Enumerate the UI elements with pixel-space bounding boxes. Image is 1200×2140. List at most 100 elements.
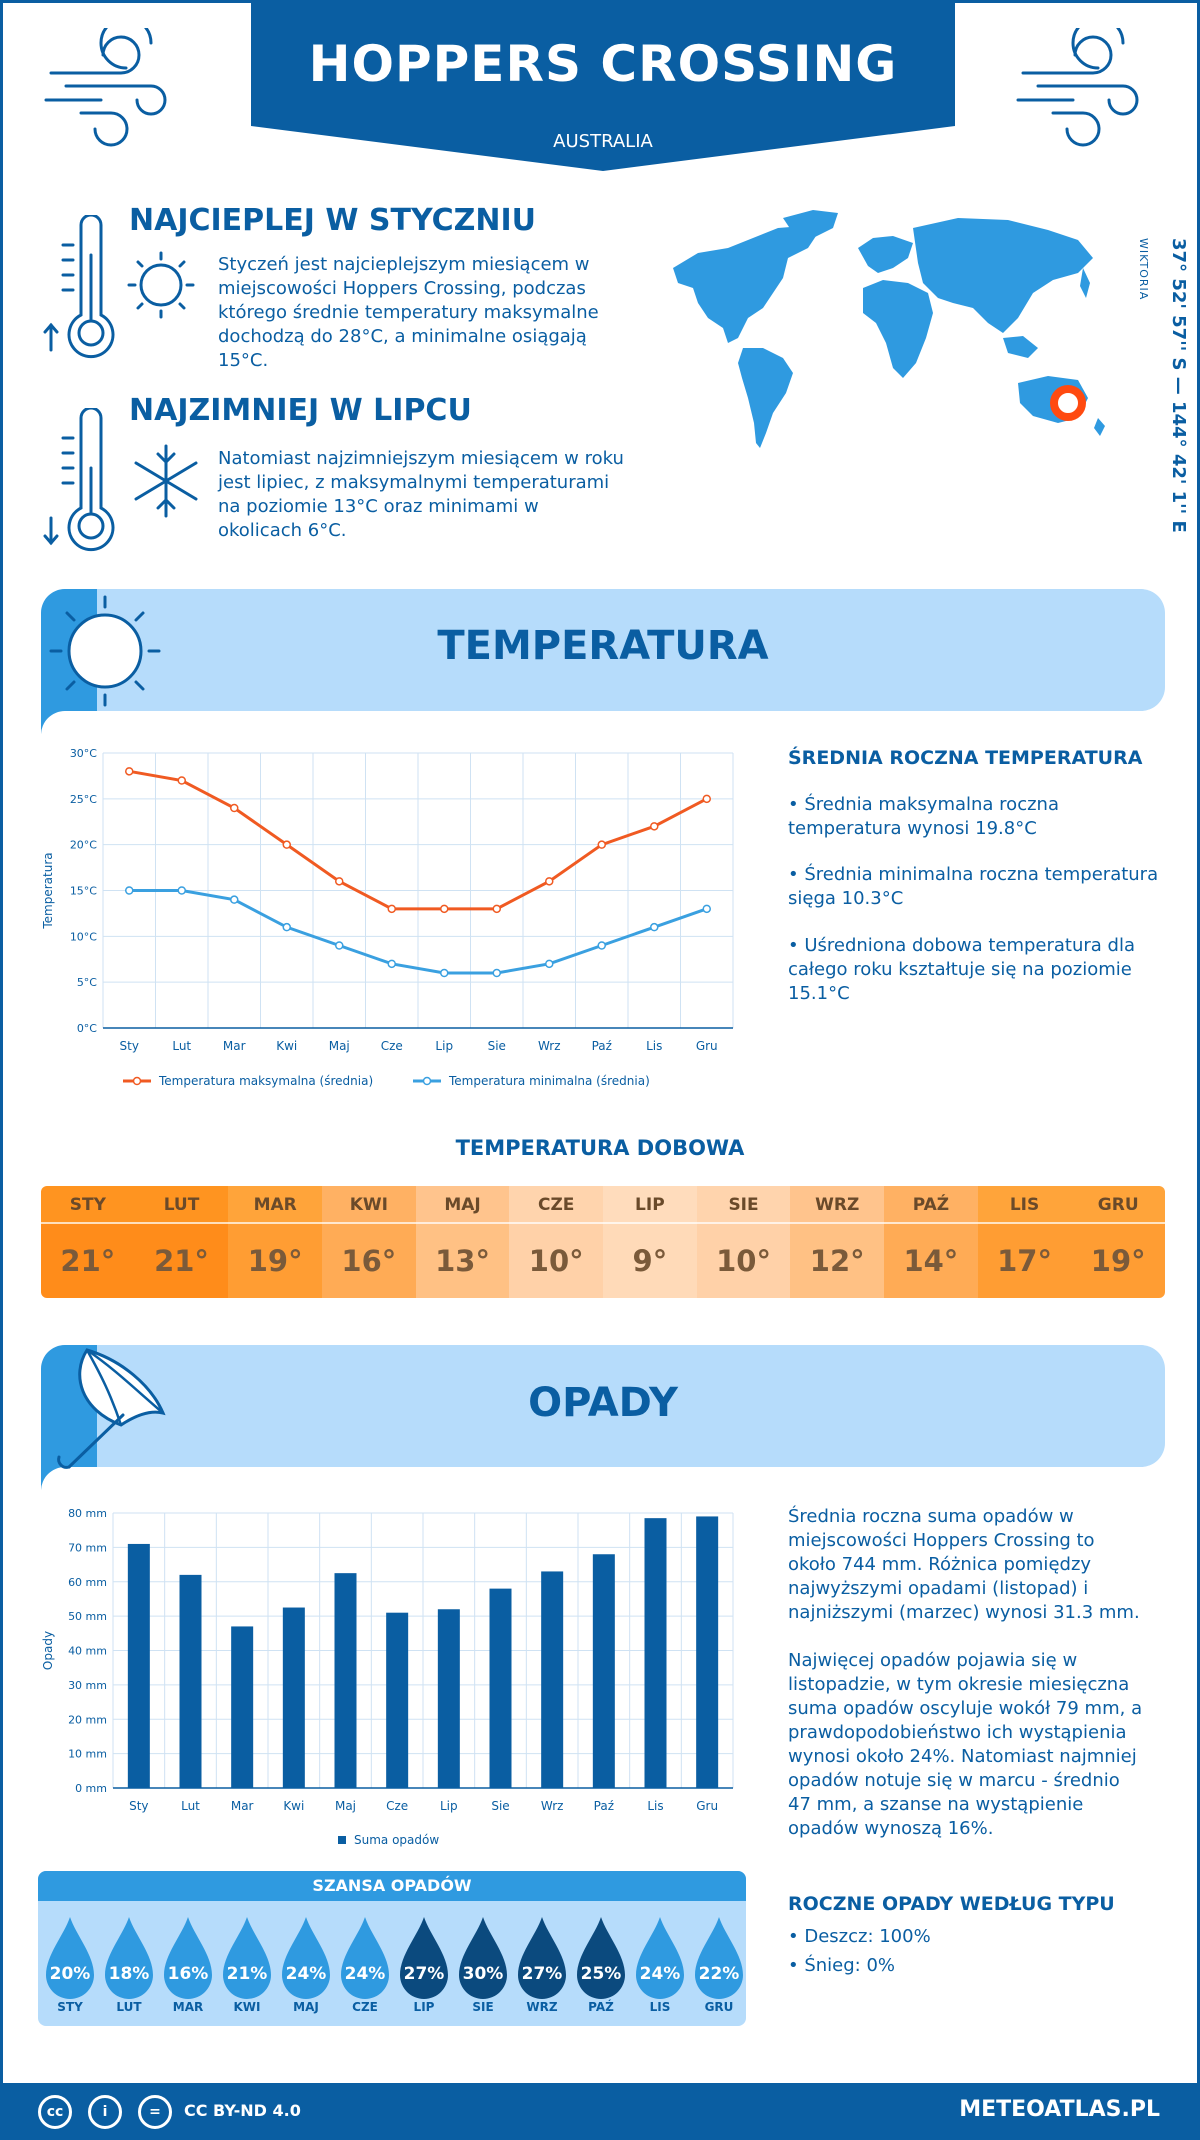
precip-summary: Średnia roczna suma opadów w miejscowośc… bbox=[788, 1506, 1140, 1623]
raindrop-icon bbox=[282, 1917, 330, 1999]
y-axis-label: Opady bbox=[41, 1631, 55, 1670]
precip-bar bbox=[592, 1554, 615, 1788]
no-derivatives-icon: = bbox=[138, 2095, 172, 2129]
data-point bbox=[597, 941, 606, 950]
precip-type-snow: • Śnieg: 0% bbox=[788, 1955, 896, 1976]
x-tick-label: Wrz bbox=[538, 1039, 561, 1053]
y-tick-label: 0°C bbox=[77, 1022, 97, 1035]
region-label: WIKTORIA bbox=[1137, 238, 1150, 301]
daily-temp-month: MAR bbox=[228, 1186, 323, 1224]
precip-type-title: ROCZNE OPADY WEDŁUG TYPU bbox=[788, 1893, 1115, 1915]
daily-temp-cell: LUT 21° bbox=[134, 1186, 229, 1298]
x-tick-label: Mar bbox=[223, 1039, 246, 1053]
precip-band bbox=[41, 1345, 1165, 1467]
precip-chance-value: 20% bbox=[49, 1964, 91, 1984]
series-line bbox=[128, 769, 708, 911]
y-tick-label: 10 mm bbox=[68, 1748, 107, 1761]
raindrop-icon bbox=[459, 1917, 507, 1999]
daily-temp-value: 17° bbox=[977, 1224, 1072, 1298]
y-tick-label: 20 mm bbox=[68, 1713, 107, 1726]
x-tick-label: Paź bbox=[592, 1039, 612, 1053]
data-point bbox=[125, 767, 134, 776]
daily-temp-cell: MAJ 13° bbox=[415, 1186, 510, 1298]
footer: cc i = CC BY-ND 4.0 METEOATLAS.PL bbox=[0, 2083, 1200, 2140]
data-point bbox=[650, 922, 659, 932]
daily-temp-month: LIP bbox=[603, 1186, 697, 1224]
y-tick-label: 20°C bbox=[70, 839, 97, 852]
precip-bar bbox=[334, 1573, 357, 1788]
y-tick-label: 15°C bbox=[70, 885, 97, 898]
annual-avg-bullet: • Uśredniona dobowa temperatura dla całe… bbox=[788, 935, 1136, 1004]
data-point bbox=[545, 877, 554, 886]
precip-chance-month: WRZ bbox=[526, 2000, 558, 2014]
precip-bar bbox=[386, 1612, 409, 1788]
precip-chance-month: MAR bbox=[172, 2000, 204, 2014]
x-tick-label: Sty bbox=[120, 1039, 139, 1053]
daily-temp-cell: LIS 17° bbox=[977, 1186, 1072, 1298]
data-point bbox=[440, 904, 449, 914]
annual-max-bullet: • Średnia maksymalna roczna temperatura … bbox=[788, 794, 1059, 839]
data-point bbox=[282, 922, 291, 932]
warmest-text: Styczeń jest najcieplejszym miesiącem w … bbox=[218, 254, 599, 371]
daily-temp-cell: SIE 10° bbox=[696, 1186, 791, 1298]
precip-chance-month: LUT bbox=[116, 2000, 142, 2014]
daily-temp-month: LIS bbox=[977, 1186, 1072, 1224]
precip-bar bbox=[489, 1588, 512, 1788]
attribution-icon: i bbox=[88, 2095, 122, 2129]
daily-temp-month: MAJ bbox=[415, 1186, 510, 1224]
data-point bbox=[702, 794, 711, 804]
annual-temp-title: ŚREDNIA ROCZNA TEMPERATURA bbox=[788, 747, 1143, 769]
daily-temp-month: GRU bbox=[1071, 1186, 1165, 1224]
warmest-title: NAJCIEPLEJ W STYCZNIU bbox=[129, 203, 537, 238]
precip-chance-month: STY bbox=[57, 2000, 83, 2014]
precip-bar bbox=[231, 1626, 254, 1788]
annual-min-bullet: • Średnia minimalna roczna temperatura s… bbox=[788, 864, 1159, 909]
data-point bbox=[125, 886, 134, 895]
precip-bar bbox=[541, 1571, 564, 1788]
legend-label: Temperatura minimalna (średnia) bbox=[448, 1074, 650, 1088]
precip-chance-value: 21% bbox=[226, 1964, 268, 1984]
precip-chance-month: MAJ bbox=[293, 2000, 319, 2014]
wind-icon-right bbox=[1016, 28, 1139, 147]
precip-type-rain: • Deszcz: 100% bbox=[788, 1926, 931, 1947]
daily-temp-table: STY 21° LUT 21° MAR 19° KWI 16° MAJ 13° CZE 10° LIP 9… bbox=[41, 1186, 1165, 1298]
data-point bbox=[440, 968, 449, 978]
data-point bbox=[177, 886, 186, 895]
license-text: CC BY-ND 4.0 bbox=[184, 2101, 301, 2120]
x-tick-label: Gru bbox=[696, 1039, 718, 1053]
daily-temp-cell: KWI 16° bbox=[322, 1186, 416, 1298]
daily-temp-value: 19° bbox=[228, 1224, 323, 1298]
x-tick-label: Sie bbox=[488, 1039, 506, 1053]
city-title: HOPPERS CROSSING bbox=[308, 35, 898, 93]
cc-icon: cc bbox=[38, 2095, 72, 2129]
precip-chance-month: KWI bbox=[233, 2000, 261, 2014]
x-tick-label: Lis bbox=[646, 1039, 662, 1053]
daily-temp-value: 10° bbox=[696, 1224, 791, 1298]
daily-temp-value: 19° bbox=[1071, 1224, 1165, 1298]
raindrop-icon bbox=[341, 1917, 389, 1999]
coordinates: 37° 52' 57'' S — 144° 42' 1'' E bbox=[1168, 238, 1189, 533]
x-tick-label: Lip bbox=[435, 1039, 453, 1053]
thermometer-cold-icon bbox=[43, 408, 198, 552]
daily-temp-value: 12° bbox=[790, 1224, 885, 1298]
raindrop-icon bbox=[105, 1917, 153, 1999]
data-point bbox=[597, 840, 606, 849]
site-link[interactable]: METEOATLAS.PL bbox=[959, 2097, 1160, 2122]
data-point bbox=[387, 904, 396, 914]
x-tick-label: Maj bbox=[329, 1039, 350, 1053]
temperature-chart: 0°C 5°C 10°C 15°C 20°C 25°C 30°C Sty Lut Mar Kwi Ma… bbox=[41, 747, 734, 1088]
precip-bar bbox=[127, 1543, 150, 1788]
daily-temp-month: CZE bbox=[509, 1186, 604, 1224]
precip-chance-box: SZANSA OPADÓW 20% STY 18% LUT 16% MAR 21% KWI 24… bbox=[38, 1871, 746, 2026]
daily-temp-value: 16° bbox=[322, 1224, 416, 1298]
raindrop-icon bbox=[400, 1917, 448, 1999]
data-point bbox=[282, 840, 291, 849]
daily-temp-cell: MAR 19° bbox=[228, 1186, 323, 1298]
daily-temp-value: 21° bbox=[134, 1224, 229, 1298]
raindrop-icon bbox=[577, 1917, 625, 1999]
precip-chance-value: 18% bbox=[108, 1964, 150, 1984]
sun-icon bbox=[41, 589, 161, 734]
data-point bbox=[230, 895, 239, 904]
page: HOPPERS CROSSING AUSTRALIA NAJCIEPLEJ W … bbox=[3, 3, 1197, 2083]
precip-chance-value: 24% bbox=[285, 1964, 327, 1984]
